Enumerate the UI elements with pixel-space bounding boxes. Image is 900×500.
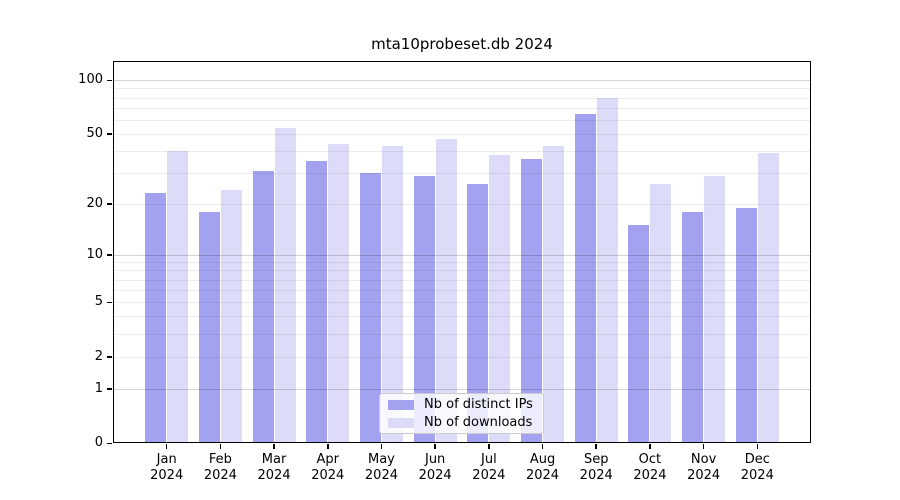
- legend-item-downloads: Nb of downloads: [388, 415, 535, 430]
- gridline-major: [113, 80, 811, 81]
- bar-nb-of-distinct-ips: [252, 170, 274, 443]
- y-tick-label: 5: [94, 294, 103, 310]
- y-tick-label: 50: [86, 125, 103, 141]
- bar-nb-of-downloads: [274, 128, 296, 443]
- x-tick-label: Aug 2024: [525, 452, 560, 483]
- chart-title: mta10probeset.db 2024: [371, 35, 553, 53]
- y-tick-mark: [107, 133, 112, 135]
- bar-nb-of-downloads: [596, 97, 618, 443]
- bar-nb-of-distinct-ips: [521, 159, 543, 443]
- y-tick-mark: [107, 301, 112, 304]
- y-tick-mark: [107, 203, 112, 205]
- y-tick-mark: [107, 79, 112, 82]
- x-tick-label: Oct 2024: [633, 452, 667, 483]
- gridline-minor: [113, 334, 811, 335]
- x-tick-label: Jul 2024: [472, 452, 506, 483]
- legend-label-distinct-ips: Nb of distinct IPs: [424, 397, 533, 412]
- legend-item-distinct-ips: Nb of distinct IPs: [388, 397, 535, 412]
- x-tick-mark: [380, 444, 383, 449]
- x-tick-label: Dec 2024: [740, 452, 774, 483]
- gridline-major: [113, 255, 811, 256]
- x-tick-mark: [702, 444, 705, 449]
- x-tick-mark: [541, 444, 544, 449]
- x-tick-mark: [273, 444, 275, 449]
- x-tick-label: Mar 2024: [257, 452, 291, 483]
- bar-nb-of-downloads: [543, 145, 565, 443]
- x-tick-label: Jan 2024: [150, 452, 184, 483]
- y-tick-label: 1: [94, 380, 103, 396]
- gridline-minor: [113, 151, 811, 152]
- x-tick-mark: [649, 444, 651, 449]
- bar-nb-of-distinct-ips: [628, 225, 650, 443]
- y-tick-label: 100: [78, 72, 103, 88]
- legend: Nb of distinct IPs Nb of downloads: [379, 393, 544, 434]
- bar-nb-of-distinct-ips: [682, 211, 704, 443]
- gridline-minor: [113, 120, 811, 121]
- y-tick-label: 10: [86, 246, 103, 262]
- gridline-minor: [113, 270, 811, 271]
- y-tick-mark: [107, 356, 112, 358]
- x-tick-mark: [756, 444, 759, 449]
- gridline-minor: [113, 204, 811, 205]
- gridline-minor: [113, 280, 811, 281]
- bar-nb-of-distinct-ips: [145, 193, 167, 443]
- bar-nb-of-downloads: [328, 143, 350, 443]
- legend-swatch-downloads-icon: [388, 417, 414, 428]
- x-tick-mark: [327, 444, 329, 449]
- gridline-minor: [113, 316, 811, 317]
- x-tick-mark: [434, 444, 436, 449]
- x-tick-label: Sep 2024: [579, 452, 613, 483]
- bar-nb-of-downloads: [435, 138, 457, 443]
- bar-nb-of-distinct-ips: [413, 175, 435, 443]
- x-tick-mark: [595, 444, 597, 449]
- bar-nb-of-downloads: [167, 151, 189, 443]
- bar-nb-of-downloads: [381, 145, 403, 443]
- bar-nb-of-downloads: [489, 155, 511, 443]
- y-tick-mark: [107, 254, 112, 256]
- gridline-minor: [113, 108, 811, 109]
- y-tick-label: 0: [94, 435, 103, 450]
- gridline-minor: [113, 262, 811, 263]
- bar-nb-of-downloads: [220, 189, 242, 443]
- x-tick-label: May 2024: [364, 452, 398, 483]
- bar-nb-of-downloads: [757, 153, 779, 443]
- legend-swatch-distinct-ips-icon: [388, 399, 414, 410]
- gridline-minor: [113, 134, 811, 135]
- gridline-minor: [113, 290, 811, 291]
- bar-nb-of-downloads: [704, 175, 726, 443]
- bar-nb-of-distinct-ips: [306, 161, 328, 443]
- legend-label-downloads: Nb of downloads: [424, 415, 533, 430]
- x-tick-mark: [219, 444, 222, 449]
- bar-nb-of-distinct-ips: [735, 207, 757, 443]
- y-tick-label: 20: [86, 195, 103, 211]
- x-tick-label: Nov 2024: [687, 452, 721, 483]
- bar-nb-of-distinct-ips: [467, 183, 489, 443]
- gridline-minor: [113, 88, 811, 89]
- bar-nb-of-distinct-ips: [574, 113, 596, 443]
- gridline-minor: [113, 357, 811, 358]
- y-tick-mark: [107, 388, 112, 390]
- x-tick-mark: [488, 444, 490, 449]
- gridline-minor: [113, 302, 811, 303]
- x-tick-mark: [165, 444, 168, 449]
- gridline-minor: [113, 98, 811, 99]
- x-tick-label: Jun 2024: [418, 452, 452, 483]
- bar-nb-of-distinct-ips: [359, 173, 381, 443]
- y-tick-mark: [107, 442, 112, 444]
- bar-nb-of-distinct-ips: [198, 211, 220, 443]
- gridline-minor: [113, 173, 811, 174]
- bar-nb-of-downloads: [650, 183, 672, 443]
- gridline-major: [113, 389, 811, 390]
- y-tick-label: 2: [94, 348, 103, 364]
- x-tick-label: Feb 2024: [203, 452, 237, 483]
- x-tick-label: Apr 2024: [311, 452, 345, 483]
